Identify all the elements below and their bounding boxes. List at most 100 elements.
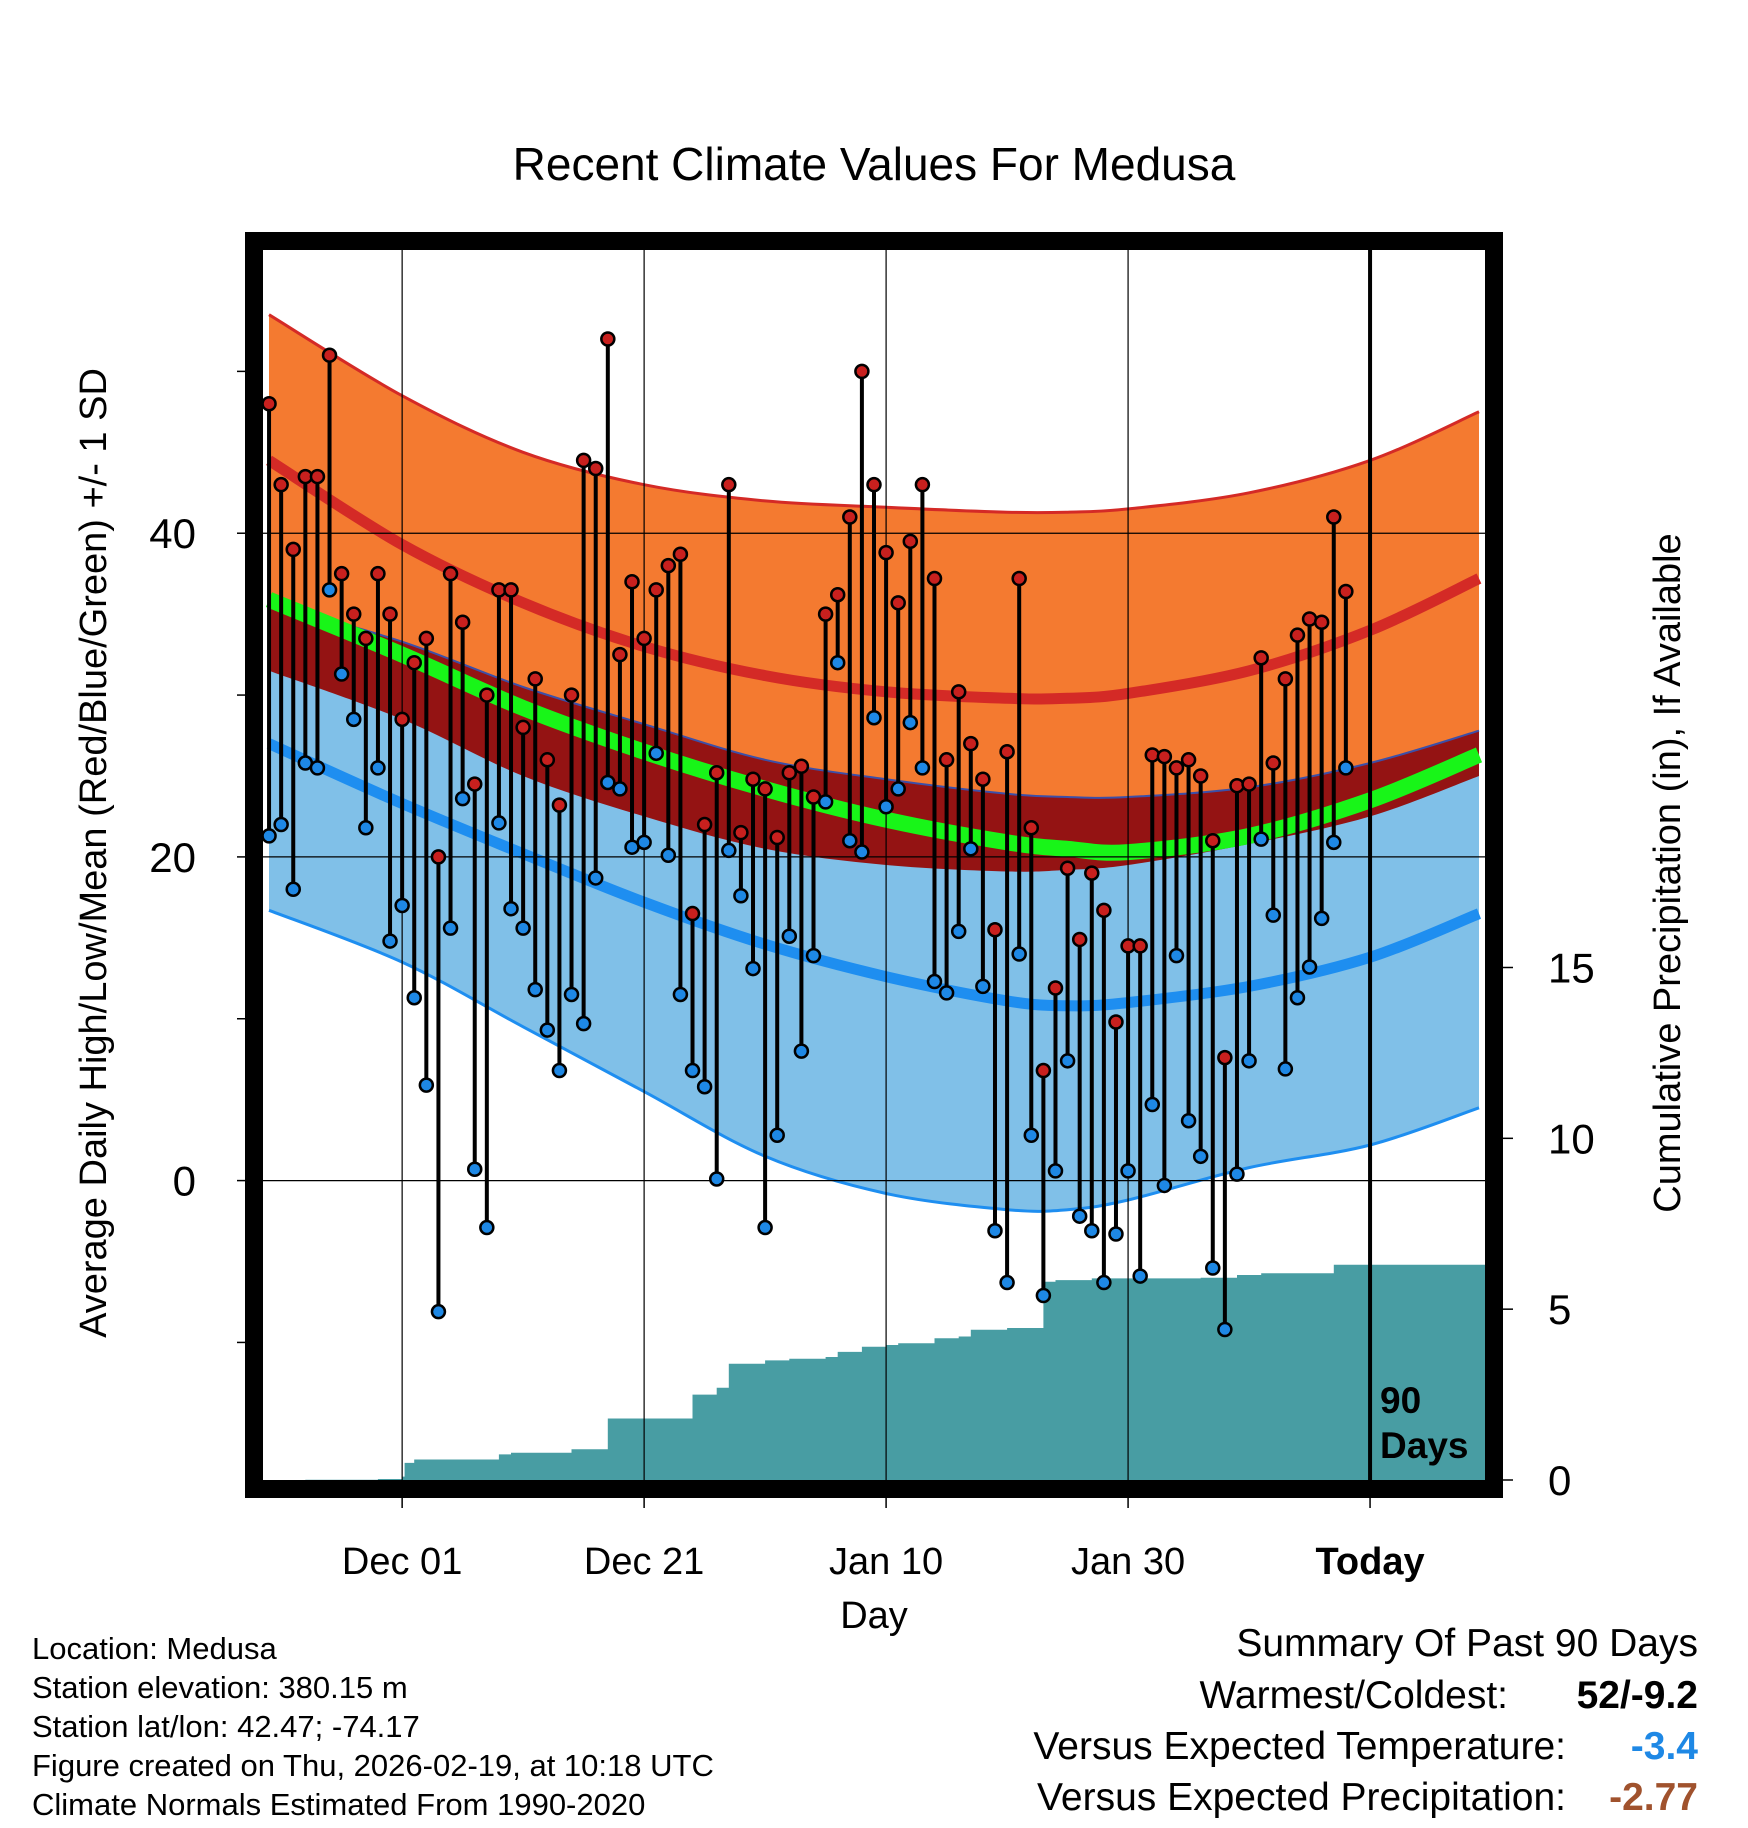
daily-high-point	[1156, 748, 1173, 765]
daily-high-point	[575, 452, 592, 469]
daily-high-point	[757, 781, 773, 797]
daily-low-point	[539, 1022, 556, 1038]
daily-low-point	[757, 1219, 773, 1236]
daily-low-point	[708, 1171, 725, 1187]
y-tick-label: 40	[149, 510, 196, 557]
footer-created: Figure created on Thu, 2026-02-19, at 10…	[32, 1748, 714, 1783]
daily-high-point	[938, 752, 955, 768]
daily-low-point	[684, 1062, 701, 1079]
summary-heading: Summary Of Past 90 Days	[1236, 1622, 1698, 1665]
daily-high-point	[999, 743, 1015, 760]
daily-low-point	[636, 834, 652, 851]
daily-low-point	[309, 760, 326, 776]
daily-high-point	[333, 565, 350, 582]
daily-high-point	[781, 765, 798, 781]
daily-high-point	[829, 586, 846, 603]
daily-low-point	[1192, 1148, 1209, 1165]
daily-high-point	[418, 630, 435, 647]
x-tick-label: Jan 30	[1071, 1541, 1185, 1583]
daily-low-point	[612, 781, 628, 797]
daily-low-point	[950, 923, 967, 940]
daily-low-point	[1289, 989, 1306, 1006]
daily-high-point	[454, 614, 471, 630]
daily-high-point	[1265, 755, 1282, 771]
daily-high-point	[624, 574, 640, 590]
daily-high-point	[950, 684, 967, 700]
daily-low-point	[442, 920, 459, 936]
daily-high-point	[878, 544, 894, 561]
daily-low-point	[1168, 947, 1185, 964]
daily-low-point	[1180, 1112, 1197, 1129]
daily-high-point	[563, 687, 580, 703]
daily-low-point	[1217, 1321, 1233, 1338]
daily-high-point	[479, 687, 495, 703]
daily-high-point	[382, 606, 398, 622]
daily-high-point	[321, 347, 338, 363]
x-tick-label: Today	[1316, 1541, 1425, 1583]
daily-low-point	[466, 1161, 483, 1178]
daily-high-point	[515, 719, 531, 736]
daily-high-point	[285, 541, 301, 558]
daily-low-point	[926, 973, 943, 990]
daily-low-point	[975, 978, 991, 995]
y-tick-label: 20	[149, 834, 196, 881]
daily-low-point	[660, 847, 677, 864]
daily-low-point	[769, 1127, 785, 1144]
daily-high-point	[987, 921, 1003, 938]
daily-high-point	[926, 570, 943, 587]
daily-high-point	[612, 646, 628, 663]
daily-low-point	[263, 828, 277, 844]
daily-low-point	[551, 1062, 568, 1079]
daily-high-point	[1313, 614, 1330, 630]
daily-low-point	[430, 1303, 447, 1320]
daily-low-point	[333, 666, 350, 682]
daily-high-point	[769, 829, 785, 846]
daily-high-point	[406, 654, 422, 671]
daily-low-point	[902, 714, 919, 731]
plot-frame	[245, 232, 1503, 1498]
daily-high-point	[309, 468, 326, 485]
daily-low-point	[454, 790, 471, 807]
daily-high-point	[1084, 865, 1100, 881]
daily-low-point	[1023, 1127, 1040, 1144]
daily-high-point	[842, 509, 858, 525]
daily-high-point	[1035, 1062, 1052, 1079]
daily-low-point	[866, 709, 882, 726]
daily-high-point	[636, 630, 652, 647]
daily-low-point	[1241, 1053, 1257, 1069]
daily-low-point	[1301, 959, 1318, 975]
daily-low-point	[345, 711, 362, 728]
daily-high-point	[442, 565, 459, 582]
summary-precip-value: -2.77	[1609, 1776, 1698, 1819]
daily-low-point	[1326, 834, 1342, 851]
daily-high-point	[684, 905, 701, 922]
chart-title: Recent Climate Values For Medusa	[513, 138, 1236, 190]
daily-low-point	[878, 798, 894, 815]
daily-high-point	[1168, 760, 1185, 776]
daily-high-point	[1241, 776, 1257, 792]
daily-high-point	[963, 735, 979, 752]
daily-high-point	[660, 557, 677, 574]
daily-low-point	[1011, 946, 1027, 962]
daily-high-point	[1096, 902, 1112, 919]
daily-high-point	[430, 849, 447, 865]
daily-high-point	[345, 606, 362, 622]
daily-high-point	[1277, 671, 1294, 687]
footer-elevation: Station elevation: 380.15 m	[32, 1670, 408, 1705]
daily-low-point	[1253, 831, 1269, 847]
x-tick-label: Jan 10	[829, 1541, 943, 1583]
daily-high-point	[551, 797, 568, 813]
x-tick-label: Dec 01	[342, 1541, 462, 1583]
footer-normals: Climate Normals Estimated From 1990-2020	[32, 1787, 646, 1822]
daily-high-point	[1023, 820, 1040, 836]
daily-low-point	[382, 933, 398, 949]
daily-low-point	[999, 1274, 1015, 1291]
daily-high-point	[1253, 650, 1269, 666]
daily-low-point	[1144, 1096, 1161, 1113]
y2-tick-label: 5	[1548, 1286, 1571, 1333]
daily-low-point	[600, 774, 616, 791]
daily-high-point	[1217, 1049, 1233, 1066]
daily-low-point	[406, 989, 422, 1006]
daily-low-point	[1096, 1274, 1112, 1291]
